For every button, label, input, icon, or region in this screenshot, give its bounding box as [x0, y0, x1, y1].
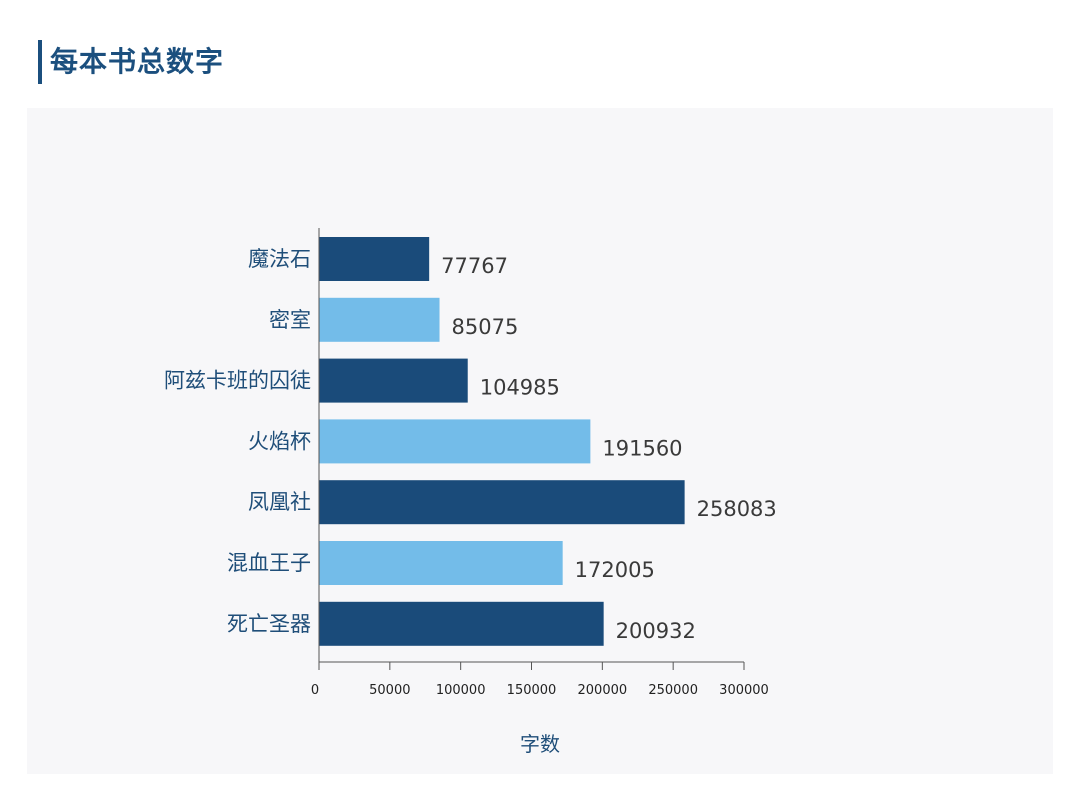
bar: [319, 541, 563, 585]
value-label: 200932: [616, 619, 696, 643]
category-label: 阿兹卡班的囚徒: [164, 369, 311, 393]
x-axis: 0 50000 100000 150000 200000 250000 300000: [311, 228, 769, 698]
value-label: 258083: [697, 497, 777, 521]
category-label: 密室: [269, 308, 311, 332]
bar: [319, 419, 591, 464]
category-label: 魔法石: [248, 247, 311, 271]
category-label: 火焰杯: [248, 429, 311, 453]
bars-group: [319, 237, 685, 646]
x-tick-label: 200000: [578, 683, 628, 698]
x-tick-label: 300000: [719, 683, 769, 698]
value-label: 191560: [602, 436, 682, 460]
bar: [319, 237, 430, 281]
x-tick-label: 250000: [648, 683, 698, 698]
category-label: 死亡圣器: [227, 612, 311, 636]
x-tick-label: 100000: [436, 683, 486, 698]
section-header: 每本书总数字: [38, 40, 224, 84]
bar: [319, 480, 685, 525]
value-label: 172005: [575, 558, 655, 582]
bar: [319, 358, 468, 403]
chart-panel: 魔法石密室阿兹卡班的囚徒火焰杯凤凰社混血王子死亡圣器 77767 85075 104…: [27, 108, 1053, 774]
page-title: 每本书总数字: [50, 45, 225, 78]
value-labels-group: 77767 85075 104985 191560 258083 172005 200932: [441, 254, 777, 643]
bar: [319, 601, 604, 646]
bar: [319, 297, 440, 342]
value-label: 104985: [480, 376, 560, 400]
x-axis-title: 字数: [520, 732, 560, 756]
category-label: 凤凰社: [248, 490, 311, 514]
value-label: 77767: [441, 254, 508, 278]
x-tick-label: 0: [311, 683, 319, 698]
x-tick-label: 50000: [369, 683, 410, 698]
category-label: 混血王子: [227, 551, 311, 575]
header-accent-bar: [38, 40, 42, 84]
x-tick-label: 150000: [507, 683, 557, 698]
value-label: 85075: [452, 315, 519, 339]
